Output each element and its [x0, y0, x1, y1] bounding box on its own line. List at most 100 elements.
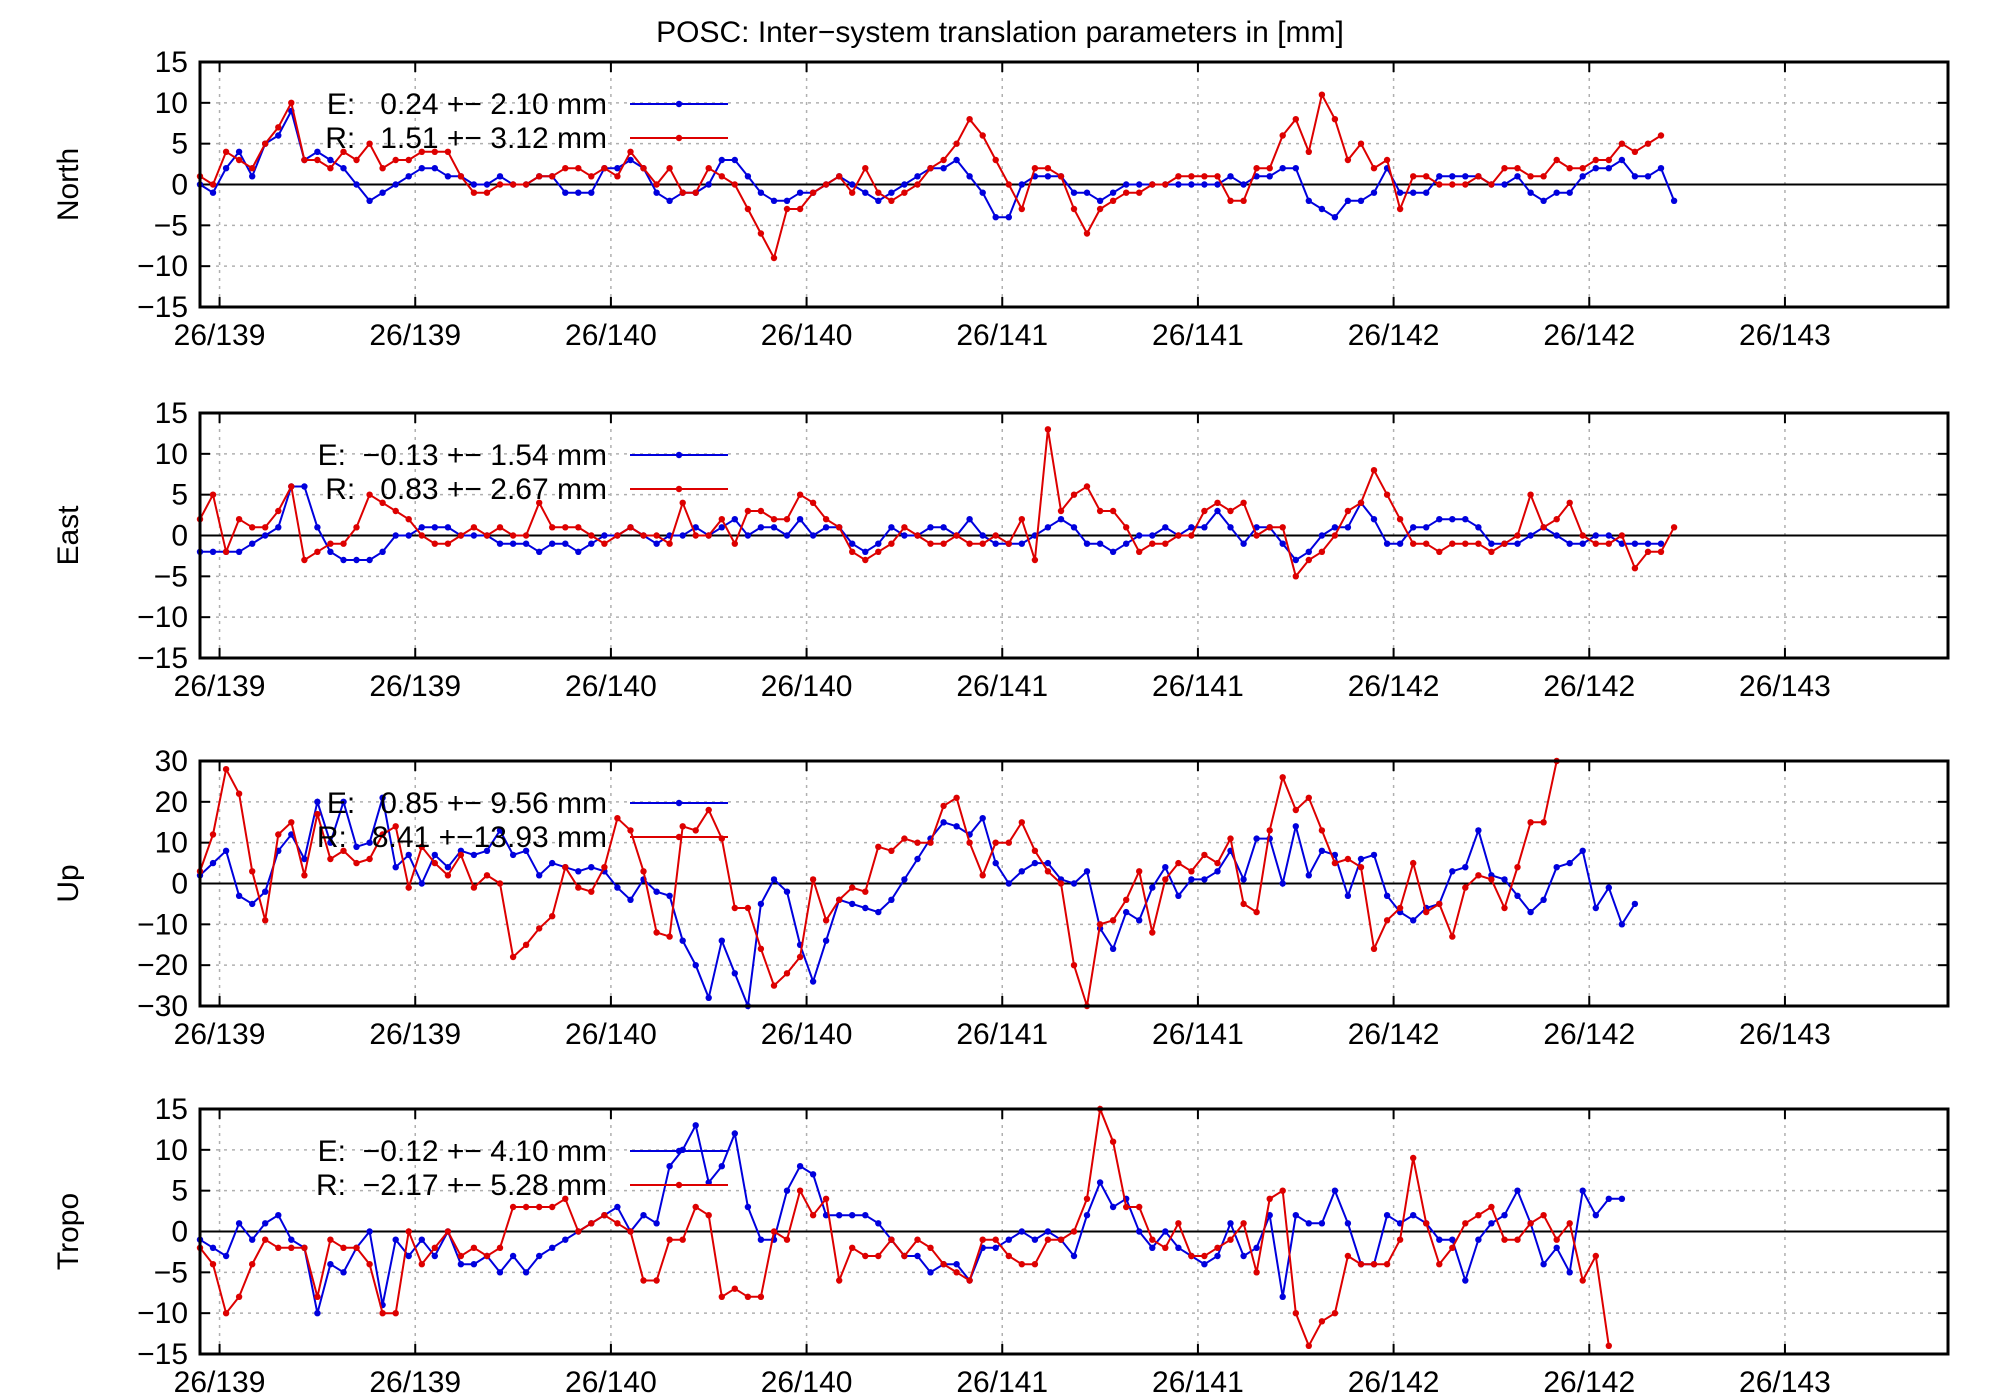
- data-point: [1592, 1212, 1600, 1219]
- data-point: [1527, 532, 1534, 539]
- data-point: [1462, 181, 1469, 188]
- data-point: [1292, 806, 1300, 814]
- data-point: [992, 1236, 999, 1243]
- y-tick-label: −15: [137, 291, 188, 324]
- data-point: [470, 524, 478, 531]
- data-point: [862, 556, 869, 564]
- data-point: [744, 532, 752, 539]
- data-point: [588, 173, 595, 180]
- data-point: [1214, 499, 1221, 506]
- data-point: [1201, 507, 1208, 515]
- data-point: [1318, 205, 1326, 213]
- data-point: [1501, 904, 1508, 912]
- data-point: [1462, 516, 1469, 523]
- data-point: [796, 189, 804, 196]
- data-point: [575, 165, 582, 172]
- data-point: [1279, 774, 1286, 781]
- data-point: [1553, 1244, 1560, 1252]
- legend-swatch-marker: [675, 1147, 683, 1155]
- x-tick-label: 26/142: [1543, 1018, 1635, 1051]
- data-point: [679, 1236, 686, 1243]
- x-tick-label: 26/139: [174, 319, 266, 352]
- data-point: [1188, 532, 1195, 539]
- data-point: [1344, 855, 1352, 863]
- data-point: [1605, 156, 1613, 164]
- x-tick-label: 26/142: [1543, 670, 1635, 703]
- data-point: [222, 148, 230, 155]
- data-point: [1410, 917, 1417, 924]
- data-point: [1657, 165, 1665, 172]
- data-point: [209, 491, 217, 498]
- data-point: [862, 888, 869, 895]
- data-point: [1214, 173, 1221, 180]
- data-point: [1214, 868, 1221, 875]
- data-point: [1396, 516, 1404, 523]
- data-point: [1175, 892, 1182, 899]
- data-point: [262, 917, 269, 924]
- data-point: [757, 945, 765, 952]
- data-point: [1423, 524, 1430, 531]
- data-point: [1109, 189, 1117, 196]
- data-point: [627, 524, 634, 531]
- data-point: [314, 548, 321, 555]
- x-tick-label: 26/142: [1543, 319, 1635, 352]
- data-point: [1162, 524, 1169, 531]
- data-point: [1475, 524, 1482, 531]
- data-point: [536, 872, 543, 879]
- data-point: [731, 516, 738, 523]
- data-point: [405, 516, 412, 523]
- data-point: [1227, 197, 1234, 204]
- data-point: [1410, 173, 1417, 180]
- data-point: [940, 1261, 947, 1268]
- data-point: [327, 156, 334, 164]
- data-point: [288, 483, 295, 490]
- data-point: [1044, 173, 1052, 180]
- data-point: [222, 548, 230, 555]
- data-point: [692, 1203, 699, 1211]
- data-point: [1201, 876, 1208, 883]
- data-point: [1266, 1212, 1273, 1219]
- data-point: [1540, 524, 1547, 531]
- data-point: [705, 994, 712, 1001]
- data-point: [875, 197, 882, 204]
- data-point: [1070, 880, 1078, 887]
- data-point: [536, 1252, 543, 1260]
- data-point: [379, 499, 386, 506]
- data-point: [875, 548, 882, 555]
- data-point: [927, 524, 934, 531]
- data-point: [1527, 1220, 1534, 1227]
- data-point: [653, 189, 660, 196]
- data-point: [1579, 847, 1586, 854]
- data-point: [1631, 540, 1639, 547]
- data-point: [718, 156, 725, 164]
- data-point: [1370, 165, 1378, 172]
- data-point: [222, 847, 230, 854]
- data-point: [1618, 140, 1626, 147]
- data-point: [1149, 1236, 1156, 1243]
- data-point: [275, 1212, 282, 1219]
- data-point: [314, 1293, 321, 1301]
- data-point: [1488, 876, 1495, 883]
- data-point: [392, 507, 399, 515]
- data-point: [1370, 467, 1378, 474]
- data-point: [1018, 205, 1025, 213]
- data-point: [1266, 524, 1273, 531]
- data-point: [418, 880, 425, 887]
- data-point: [1096, 540, 1104, 547]
- data-point: [953, 140, 960, 147]
- data-point: [470, 189, 478, 196]
- data-point: [235, 892, 243, 899]
- data-point: [1540, 173, 1547, 180]
- data-point: [1357, 197, 1365, 204]
- data-point: [549, 173, 556, 180]
- y-tick-label: 10: [155, 1134, 188, 1167]
- data-point: [562, 189, 569, 196]
- data-point: [692, 827, 699, 834]
- data-point: [1279, 540, 1286, 547]
- data-point: [1279, 132, 1286, 139]
- data-point: [849, 548, 856, 555]
- data-point: [679, 499, 686, 506]
- data-point: [366, 1261, 373, 1268]
- data-point: [1553, 864, 1560, 871]
